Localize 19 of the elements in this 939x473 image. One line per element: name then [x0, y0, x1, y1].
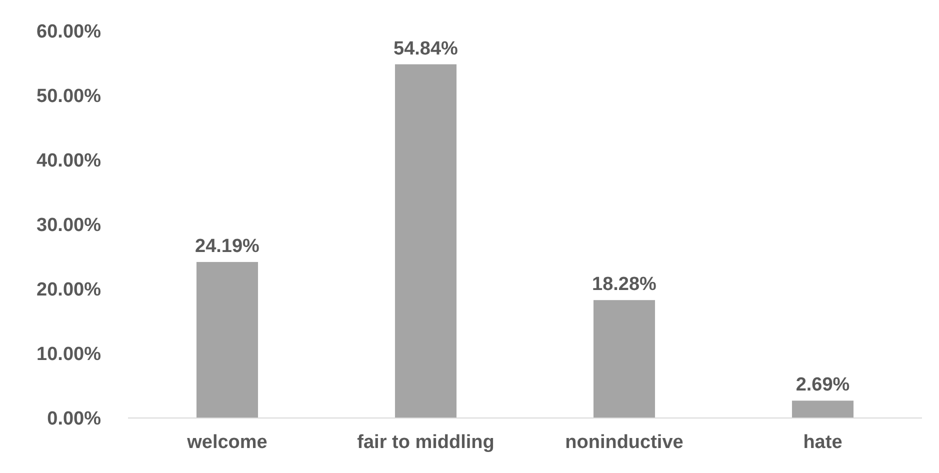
y-tick-label: 30.00%	[36, 215, 102, 236]
x-tick-label: welcome	[186, 432, 268, 453]
y-tick-label: 50.00%	[36, 86, 102, 108]
x-tick-label: fair to middling	[357, 432, 494, 453]
data-label: 24.19%	[195, 236, 260, 257]
x-tick-label: noninductive	[565, 432, 684, 453]
data-label: 18.28%	[592, 274, 657, 296]
bar	[792, 400, 854, 418]
y-tick-label: 10.00%	[36, 344, 102, 366]
y-tick-label: 20.00%	[36, 280, 102, 301]
data-label: 2.69%	[796, 374, 850, 396]
y-tick-label: 60.00%	[36, 22, 102, 43]
bar	[196, 262, 258, 418]
bar	[593, 300, 656, 418]
x-tick-label: hate	[803, 432, 842, 453]
bar	[394, 64, 457, 418]
y-tick-label: 40.00%	[36, 150, 102, 172]
y-tick-label: 0.00%	[47, 408, 102, 430]
data-label: 54.84%	[394, 38, 458, 60]
